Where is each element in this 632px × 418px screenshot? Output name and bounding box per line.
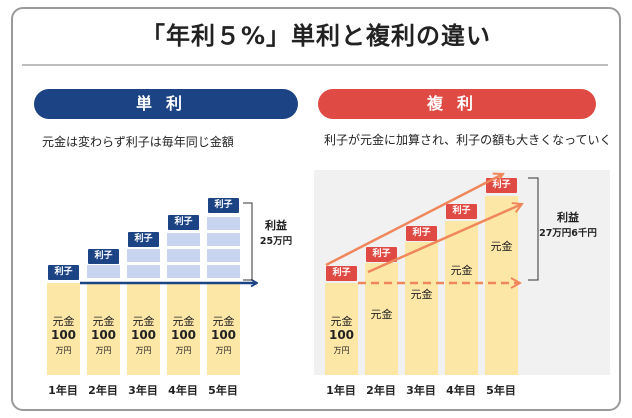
simple-interest-block xyxy=(167,249,200,262)
simple-interest-block xyxy=(207,233,240,246)
simple-interest-block xyxy=(127,265,160,278)
principal-unit: 万円 xyxy=(333,346,350,355)
compound-gain-note: 利益 27万円6千円 xyxy=(530,210,606,242)
principal-value: 100 xyxy=(90,328,117,342)
compound-interest-tag: 利子 xyxy=(366,247,397,262)
principal-value: 100 xyxy=(210,328,237,342)
principal-unit: 万円 xyxy=(55,346,72,355)
principal-label: 元金 xyxy=(370,308,393,321)
compound-growth-arrow-lower xyxy=(367,204,522,274)
compound-principal-bar xyxy=(365,263,398,375)
title-divider xyxy=(22,64,608,66)
principal-value: 100 xyxy=(130,328,157,342)
simple-principal-bar xyxy=(127,283,160,375)
simple-interest-tag: 利子 xyxy=(88,249,119,264)
compound-principal-bar xyxy=(405,242,438,375)
simple-gain-bracket xyxy=(243,202,253,281)
simple-interest-tag: 利子 xyxy=(48,265,79,280)
principal-unit: 万円 xyxy=(175,346,192,355)
principal-unit: 万円 xyxy=(135,346,152,355)
principal-value: 100 xyxy=(328,328,355,342)
year-label: 1年目 xyxy=(326,384,356,397)
principal-value: 100 xyxy=(50,328,77,342)
principal-value: 100 xyxy=(170,328,197,342)
year-label: 4年目 xyxy=(168,384,198,397)
simple-gain-note: 利益 25万円 xyxy=(252,218,300,250)
year-label: 5年目 xyxy=(486,384,516,397)
compound-interest-tag: 利子 xyxy=(406,226,437,241)
year-label: 1年目 xyxy=(48,384,78,397)
compound-interest-tag: 利子 xyxy=(326,266,357,281)
year-label: 4年目 xyxy=(446,384,476,397)
year-label: 5年目 xyxy=(208,384,238,397)
principal-label: 元金 xyxy=(410,288,433,301)
simple-principal-bar xyxy=(47,283,80,375)
simple-principal-bar xyxy=(167,283,200,375)
simple-principal-bar xyxy=(87,283,120,375)
principal-label: 元金 xyxy=(212,315,235,328)
simple-interest-description: 元金は変わらず利子は毎年同じ金額 xyxy=(42,135,234,149)
year-label: 3年目 xyxy=(128,384,158,397)
simple-principal-bar xyxy=(207,283,240,375)
gain-value: 25万円 xyxy=(259,236,293,247)
simple-interest-block xyxy=(167,233,200,246)
compound-interest-header: 複利 xyxy=(318,89,596,119)
principal-unit: 万円 xyxy=(215,346,232,355)
simple-interest-block xyxy=(87,265,120,278)
principal-label: 元金 xyxy=(52,315,75,328)
simple-interest-header: 単利 xyxy=(34,89,298,119)
simple-interest-block xyxy=(167,265,200,278)
gain-value: 27万円6千円 xyxy=(539,228,597,239)
compound-gain-bracket xyxy=(528,177,539,281)
principal-label: 元金 xyxy=(172,315,195,328)
compound-interest-description: 利子が元金に加算され、利子の額も大きくなっていく xyxy=(324,133,612,147)
year-label: 2年目 xyxy=(366,384,396,397)
simple-interest-tag: 利子 xyxy=(168,215,199,230)
gain-label: 利益 xyxy=(557,211,579,224)
year-label: 3年目 xyxy=(406,384,436,397)
principal-label: 元金 xyxy=(92,315,115,328)
simple-interest-tag: 利子 xyxy=(128,232,159,247)
compound-principal-bar xyxy=(445,221,478,375)
simple-interest-block xyxy=(207,265,240,278)
principal-unit: 万円 xyxy=(95,346,112,355)
principal-label: 元金 xyxy=(450,264,473,277)
simple-interest-tag: 利子 xyxy=(208,198,239,213)
principal-label: 元金 xyxy=(490,240,513,253)
simple-interest-block xyxy=(127,249,160,262)
simple-interest-block xyxy=(207,217,240,230)
compound-principal-bar xyxy=(325,283,358,375)
page-title: 「年利５%」単利と複利の違い xyxy=(140,22,492,50)
compound-interest-tag: 利子 xyxy=(446,204,477,219)
year-label: 2年目 xyxy=(88,384,118,397)
compound-growth-arrow-upper xyxy=(325,174,503,267)
simple-interest-block xyxy=(207,249,240,262)
gain-label: 利益 xyxy=(265,219,287,232)
principal-label: 元金 xyxy=(132,315,155,328)
principal-label: 元金 xyxy=(330,315,353,328)
